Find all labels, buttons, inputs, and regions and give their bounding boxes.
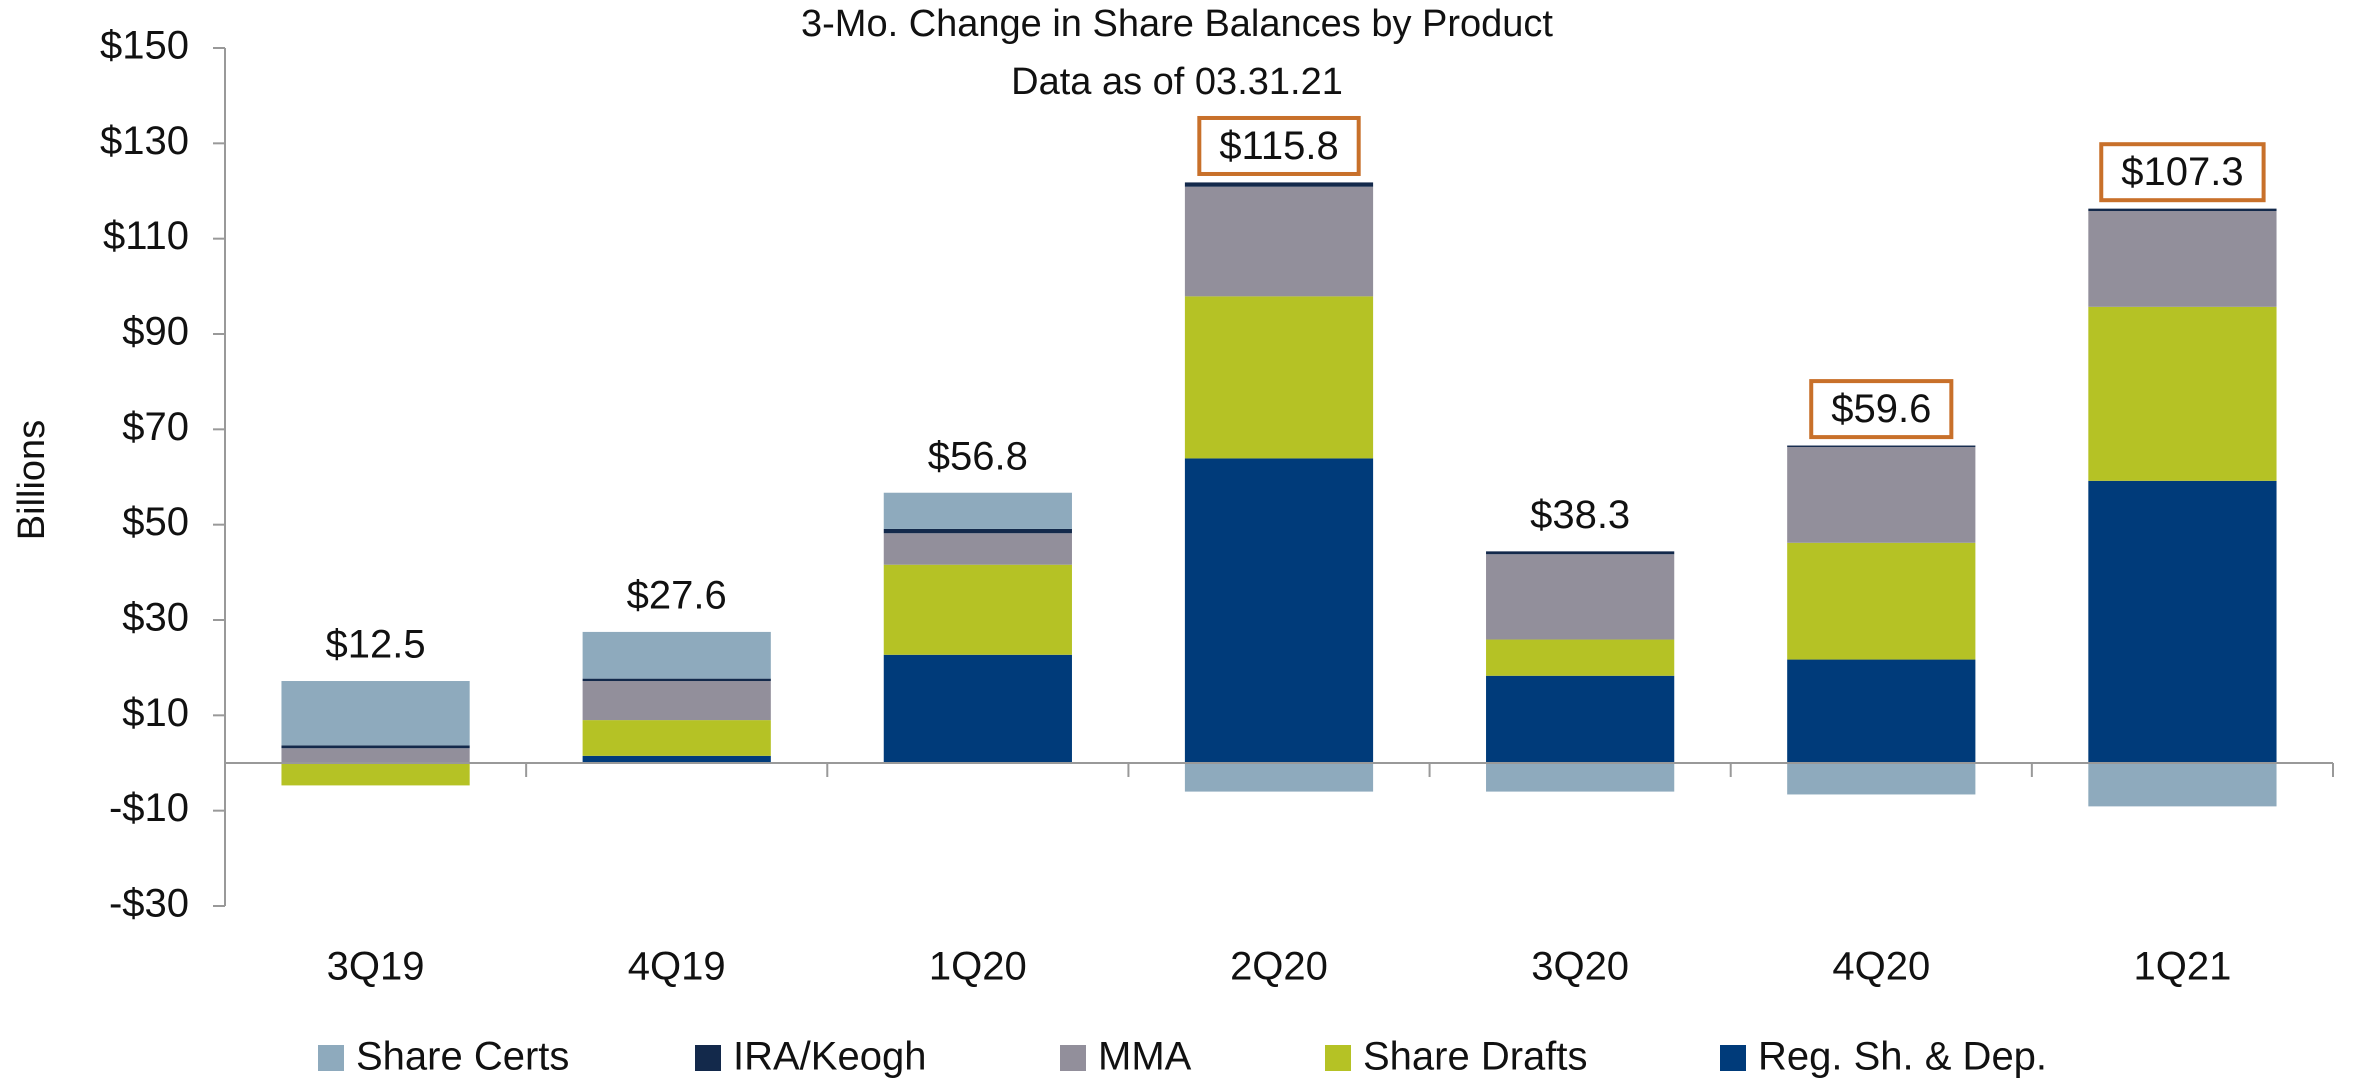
legend-label: Reg. Sh. & Dep. xyxy=(1758,1035,2047,1079)
bar-segment xyxy=(582,755,771,763)
legend-label: Share Drafts xyxy=(1363,1035,1588,1079)
bar-segment xyxy=(1486,551,1675,555)
bar-segment xyxy=(1184,458,1374,763)
bar-segment xyxy=(1184,182,1374,187)
bar-segment xyxy=(2088,480,2277,763)
bar-segment xyxy=(1787,445,1976,447)
bar-segment xyxy=(1486,554,1675,640)
y-tick-label: $90 xyxy=(122,310,189,354)
bar-segment xyxy=(281,745,470,749)
bar-segment xyxy=(2088,208,2277,212)
x-tick-label: 1Q20 xyxy=(929,945,1027,989)
y-tick-label: -$10 xyxy=(109,786,189,830)
bar-segment xyxy=(1184,186,1374,297)
legend-swatch xyxy=(1060,1045,1086,1071)
bar-segment xyxy=(1787,659,1976,763)
legend-label: Share Certs xyxy=(356,1035,569,1079)
y-tick-label: $70 xyxy=(122,405,189,449)
x-tick-label: 1Q21 xyxy=(2133,945,2231,989)
y-axis-label: Billions xyxy=(11,420,53,540)
bar-segment xyxy=(281,748,470,763)
chart-title: 3-Mo. Change in Share Balances by Produc… xyxy=(801,3,1553,45)
x-tick-label: 3Q20 xyxy=(1531,945,1629,989)
bar-segment xyxy=(582,631,771,679)
bar-segment xyxy=(1787,446,1976,543)
legend-swatch xyxy=(318,1045,344,1071)
total-label: $27.6 xyxy=(627,573,727,617)
bar-segment xyxy=(281,763,470,786)
bar-segment xyxy=(1184,296,1374,459)
bar-segment xyxy=(582,678,771,682)
legend-swatch xyxy=(1325,1045,1351,1071)
x-tick-label: 3Q19 xyxy=(327,945,425,989)
total-label: $12.5 xyxy=(326,623,426,667)
bar-segment xyxy=(281,681,470,746)
bar-segment xyxy=(1787,763,1976,795)
bar-segment xyxy=(2088,211,2277,307)
bar-segment xyxy=(883,528,1072,534)
bar-segment xyxy=(1787,542,1976,660)
legend-label: IRA/Keogh xyxy=(733,1035,926,1079)
total-label: $107.3 xyxy=(2121,150,2243,194)
total-label: $56.8 xyxy=(928,434,1028,478)
y-tick-label: $10 xyxy=(122,691,189,735)
bar-segment xyxy=(582,681,771,721)
y-tick-label: $30 xyxy=(122,596,189,640)
total-highlight xyxy=(1197,115,1361,176)
x-tick-label: 4Q19 xyxy=(628,945,726,989)
total-highlight xyxy=(2099,142,2266,203)
x-tick-label: 4Q20 xyxy=(1832,945,1930,989)
bar-segment xyxy=(1184,763,1374,792)
legend-swatch xyxy=(695,1045,721,1071)
legend-label: MMA xyxy=(1098,1035,1192,1079)
total-label: $115.8 xyxy=(1219,124,1338,168)
bar-segment xyxy=(883,492,1072,529)
y-tick-label: $50 xyxy=(122,500,189,544)
total-highlight xyxy=(1809,379,1954,440)
bar-segment xyxy=(2088,763,2277,807)
bar-segment xyxy=(883,533,1072,565)
y-tick-label: $110 xyxy=(103,214,189,258)
total-label: $59.6 xyxy=(1831,387,1931,431)
y-tick-label: $130 xyxy=(100,119,189,163)
bar-segment xyxy=(1486,763,1675,792)
bar-segment xyxy=(1486,675,1675,763)
bar-segment xyxy=(883,654,1072,763)
y-tick-label: $150 xyxy=(100,24,189,68)
legend-swatch xyxy=(1720,1045,1746,1071)
x-tick-label: 2Q20 xyxy=(1230,945,1328,989)
bar-segment xyxy=(883,564,1072,655)
chart-subtitle: Data as of 03.31.21 xyxy=(1011,61,1343,103)
bar-segment xyxy=(1486,639,1675,676)
y-tick-label: -$30 xyxy=(109,882,189,926)
bar-segment xyxy=(582,720,771,756)
bar-segment xyxy=(2088,306,2277,481)
total-label: $38.3 xyxy=(1530,493,1630,537)
